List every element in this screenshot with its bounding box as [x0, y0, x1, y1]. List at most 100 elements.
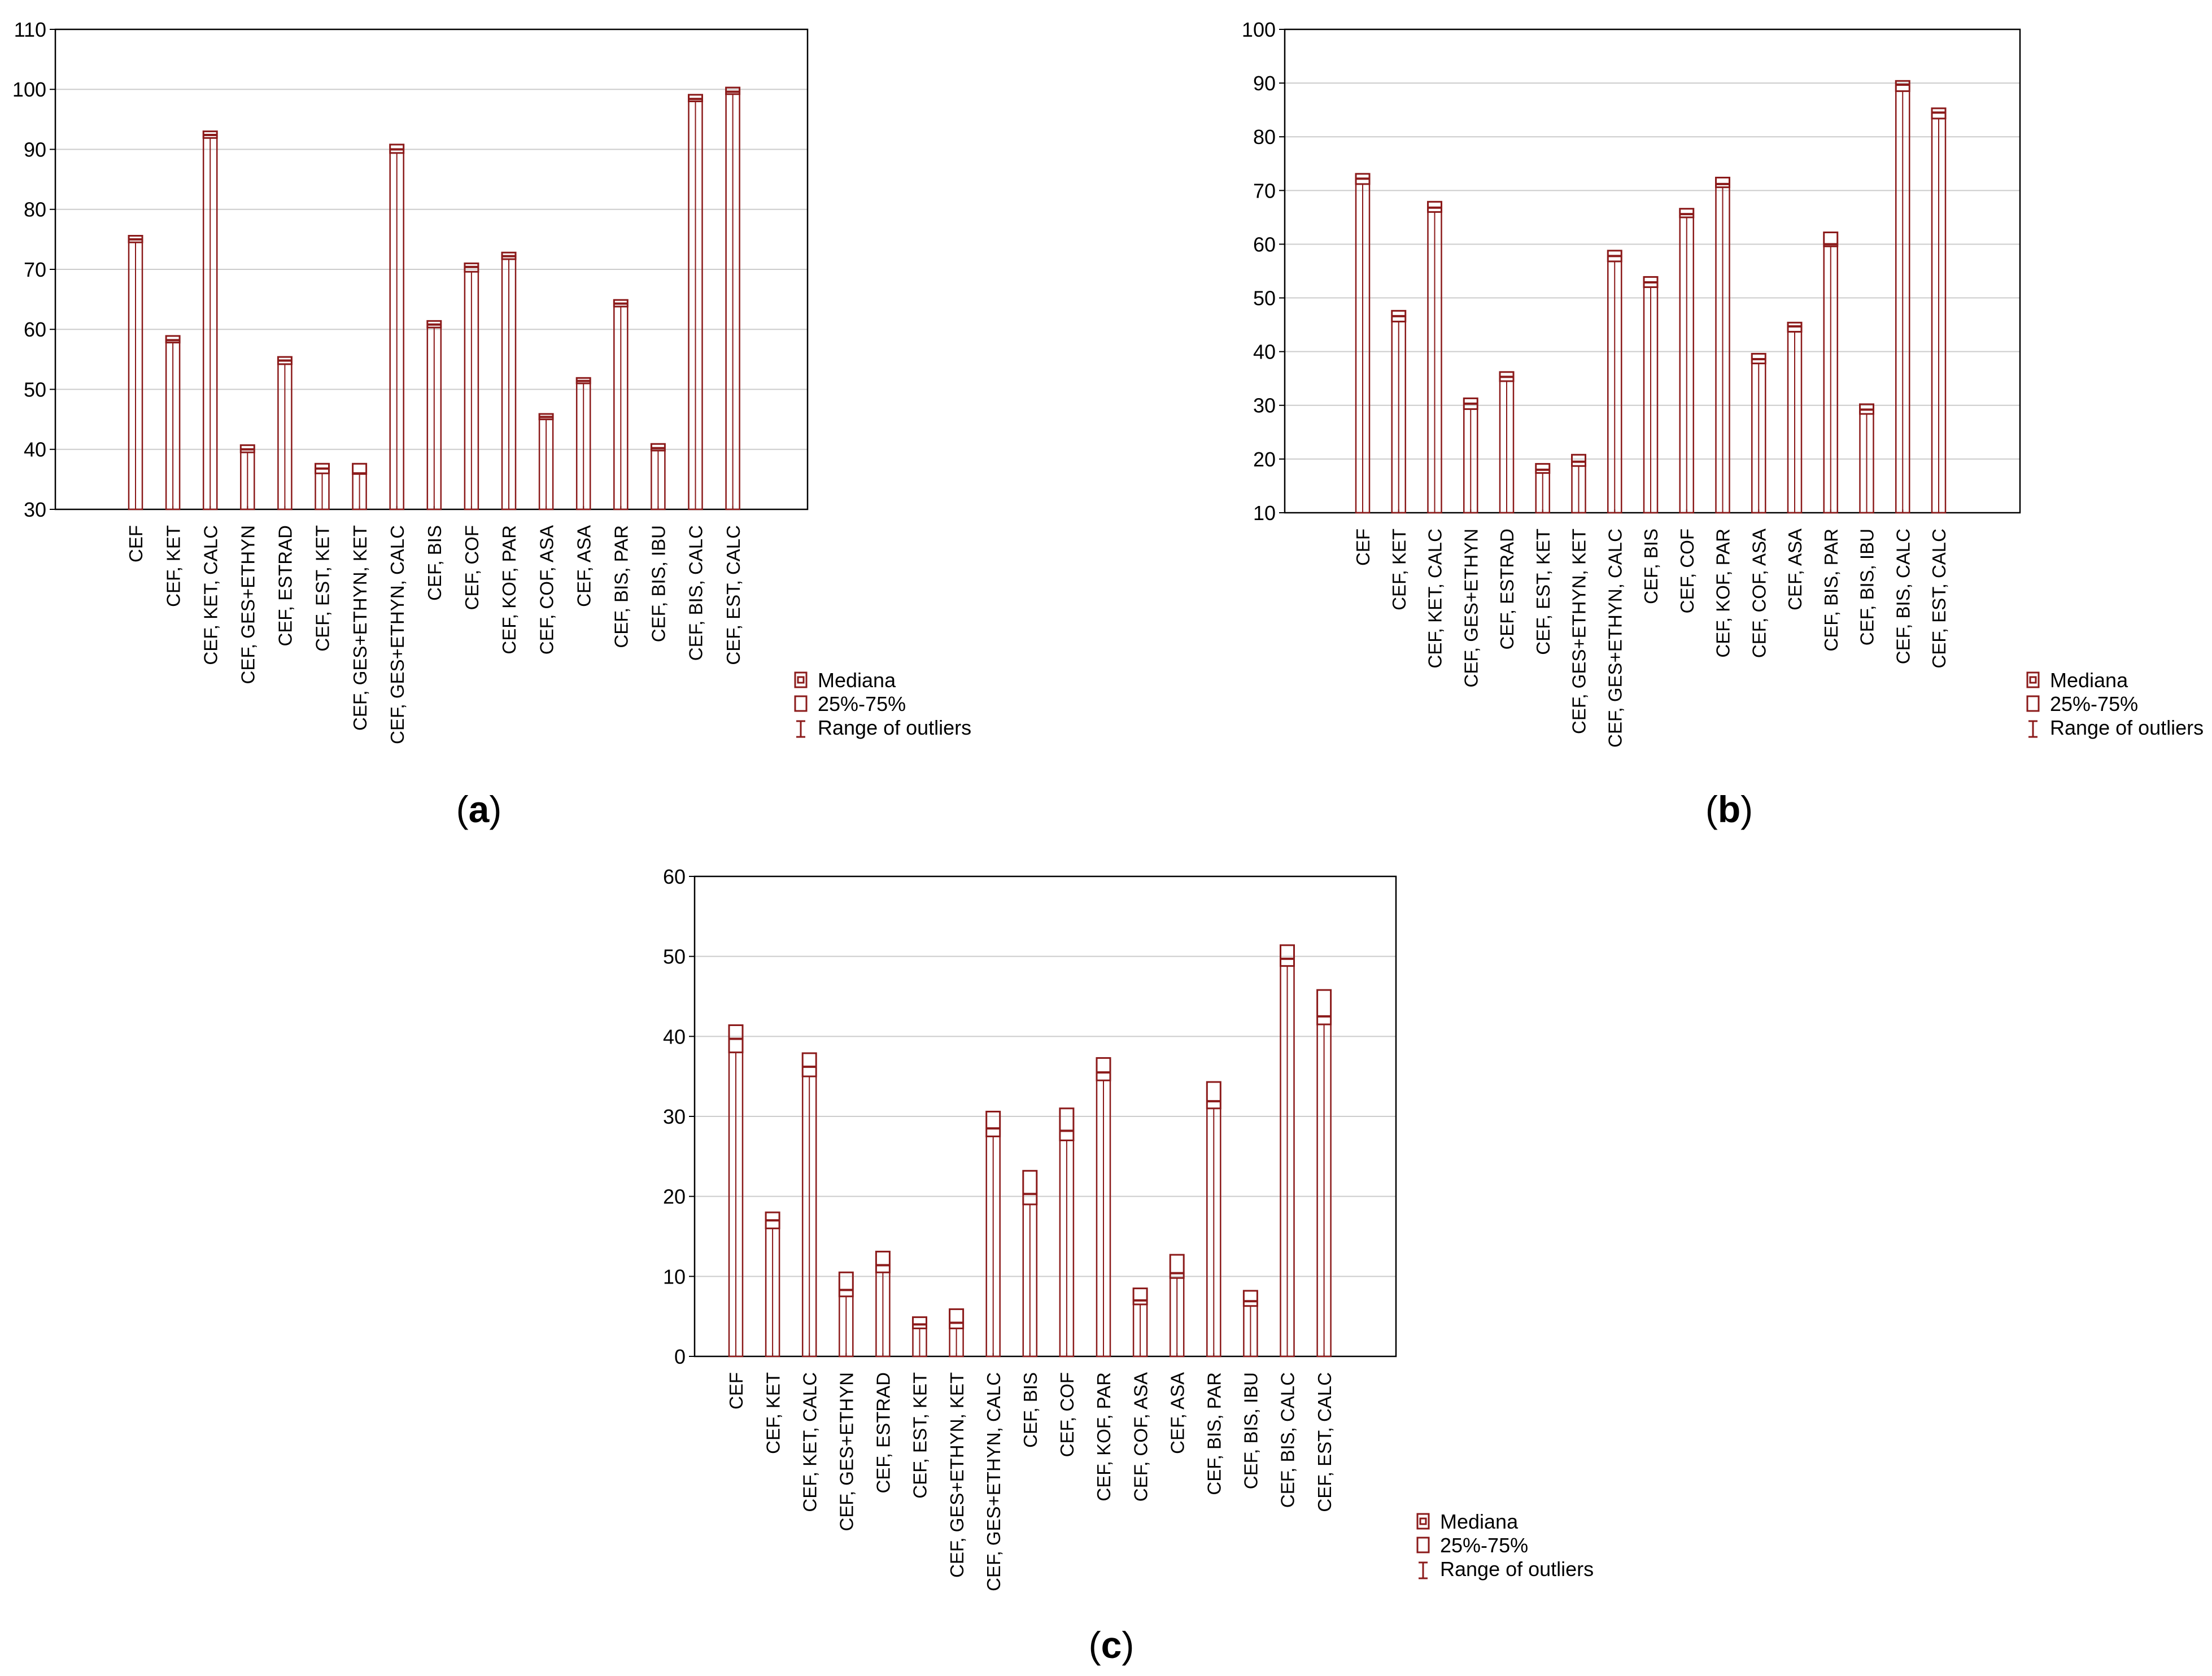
- x-category-label: CEF, BIS, PAR: [611, 525, 632, 648]
- x-category-label: CEF, ESTRAD: [873, 1372, 894, 1494]
- y-tick-label: 30: [1253, 394, 1276, 417]
- legend-iqr-symbol: [1416, 1537, 1430, 1553]
- legend-iqr-label: 25%-75%: [2050, 692, 2138, 715]
- legend-median-inner: [797, 676, 805, 684]
- iqr-box: [1242, 1290, 1258, 1307]
- x-category-label: CEF, KOF, PAR: [1713, 529, 1734, 658]
- y-tick-label: 40: [1253, 341, 1276, 364]
- x-category-label: CEF, KET, CALC: [1425, 529, 1446, 669]
- x-category-label: CEF, COF, ASA: [1748, 529, 1769, 658]
- x-category-label: CEF, COF: [461, 525, 482, 610]
- iqr-box: [1571, 453, 1586, 467]
- y-tick-label: 90: [1253, 72, 1276, 95]
- y-tick-label: 80: [1253, 125, 1276, 149]
- y-tick-label: 70: [24, 258, 46, 281]
- panel-label-letter: b: [1718, 788, 1740, 830]
- panel-label-close: ): [1740, 788, 1753, 830]
- x-category-label: CEF, EST, KET: [910, 1372, 931, 1499]
- x-category-label: CEF, EST, CALC: [723, 525, 744, 665]
- y-tick-label: 40: [663, 1025, 686, 1048]
- legend-median-symbol: [794, 671, 808, 688]
- x-category-label: CEF, GES+ETHYN, CALC: [1604, 529, 1625, 748]
- x-category-label: CEF, KET: [762, 1372, 783, 1454]
- legend-median-label: Mediana: [1440, 1510, 1519, 1533]
- x-category-label: CEF, EST, KET: [312, 525, 333, 652]
- x-category-label: CEF, GES+ETHYN, KET: [1569, 529, 1590, 734]
- panel-label-close: ): [489, 788, 501, 830]
- x-category-label: CEF, COF, ASA: [1130, 1372, 1151, 1502]
- x-category-label: CEF, GES+ETHYN: [836, 1372, 857, 1531]
- x-category-label: CEF, KET: [163, 525, 184, 607]
- y-tick-label: 60: [1253, 233, 1276, 256]
- panel-b: 10 20 30 40 50 60 70 80 90 100 CEF CEF, KET CEF, KET…: [1242, 18, 2204, 830]
- legend-iqr-symbol: [794, 695, 808, 712]
- y-tick-label: 30: [24, 498, 46, 521]
- x-category-label: CEF, EST, CALC: [1314, 1372, 1335, 1512]
- iqr-box: [875, 1250, 891, 1273]
- x-category-label: CEF, BIS, CALC: [1892, 529, 1913, 664]
- panel-label-letter: a: [469, 788, 490, 830]
- iqr-box: [838, 1271, 854, 1298]
- iqr-box: [801, 1052, 817, 1077]
- y-tick-label: 110: [14, 18, 46, 41]
- x-category-label: CEF, BIS: [1641, 529, 1661, 604]
- legend-range-label: Range of outliers: [818, 716, 971, 739]
- iqr-box: [985, 1111, 1001, 1137]
- panel-label: (b): [1705, 788, 1753, 830]
- x-category-label: CEF, KET: [1389, 529, 1410, 610]
- iqr-box: [1280, 944, 1295, 967]
- x-category-label: CEF, GES+ETHYN, CALC: [983, 1372, 1004, 1591]
- legend-iqr-label: 25%-75%: [818, 692, 906, 715]
- iqr-box: [1132, 1287, 1148, 1306]
- y-tick-label: 100: [12, 78, 46, 101]
- x-category-label: CEF, BIS: [1020, 1372, 1041, 1448]
- panel-label-open: (: [1705, 788, 1718, 830]
- x-category-label: CEF, COF: [1057, 1372, 1077, 1457]
- iqr-box: [1316, 989, 1332, 1025]
- y-tick-label: 70: [1253, 179, 1276, 202]
- iqr-box: [1535, 462, 1551, 474]
- legend-median-inner: [1419, 1517, 1427, 1525]
- panel-label-letter: c: [1101, 1624, 1122, 1666]
- iqr-box: [1096, 1057, 1111, 1081]
- legend-median-label: Mediana: [818, 669, 896, 692]
- panel-label: (a): [456, 788, 502, 830]
- y-tick-label: 90: [24, 138, 46, 161]
- iqr-box: [1895, 80, 1910, 92]
- legend-iqr-symbol: [2026, 695, 2040, 712]
- x-category-label: CEF, GES+ETHYN: [1460, 529, 1481, 687]
- x-category-label: CEF, ESTRAD: [1497, 529, 1517, 650]
- x-category-label: CEF, GES+ETHYN, CALC: [387, 525, 408, 744]
- y-tick-label: 60: [24, 318, 46, 341]
- y-tick-label: 50: [1253, 287, 1276, 310]
- legend-median-symbol: [2026, 671, 2040, 688]
- x-category-label: CEF, ASA: [1167, 1372, 1188, 1454]
- y-tick-label: 60: [663, 865, 686, 888]
- iqr-box: [1823, 232, 1839, 247]
- legend-median-symbol: [1416, 1513, 1430, 1530]
- x-category-label: CEF, COF, ASA: [536, 525, 557, 654]
- x-category-label: CEF, BIS, CALC: [1277, 1372, 1298, 1508]
- x-category-label: CEF, GES+ETHYN: [238, 525, 259, 684]
- legend-iqr-label: 25%-75%: [1440, 1534, 1528, 1557]
- y-tick-label: 0: [674, 1345, 686, 1368]
- panel-label-close: ): [1122, 1624, 1134, 1666]
- iqr-box: [949, 1308, 965, 1329]
- x-category-label: CEF, BIS, IBU: [1241, 1372, 1262, 1489]
- x-category-label: CEF, EST, CALC: [1929, 529, 1949, 669]
- y-tick-label: 50: [663, 945, 686, 968]
- panel-label: (c): [1089, 1624, 1135, 1666]
- y-tick-label: 40: [24, 438, 46, 461]
- y-tick-label: 50: [24, 378, 46, 401]
- y-tick-label: 10: [663, 1265, 686, 1288]
- x-category-label: CEF, BIS, CALC: [686, 525, 706, 661]
- x-category-label: CEF, BIS, IBU: [648, 525, 669, 642]
- x-category-label: CEF, BIS: [424, 525, 445, 601]
- legend-median-label: Mediana: [2050, 669, 2128, 692]
- plot-frame: [693, 875, 1397, 1358]
- x-category-label: CEF, BIS, IBU: [1857, 529, 1878, 645]
- legend-range-label: Range of outliers: [1440, 1557, 1594, 1581]
